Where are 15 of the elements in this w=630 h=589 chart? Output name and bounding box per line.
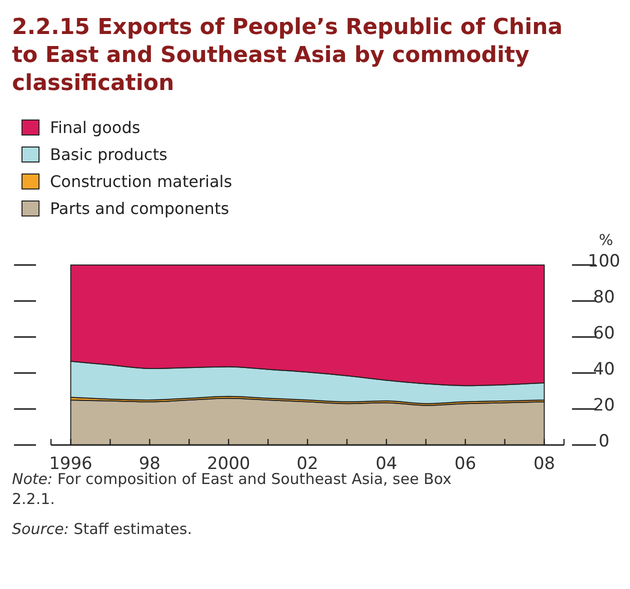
- y-tick-label: 40: [593, 360, 615, 380]
- legend-label: Parts and components: [50, 199, 230, 218]
- legend-label: Construction materials: [50, 172, 232, 191]
- source-note: Source: Staff estimates.: [12, 520, 192, 538]
- y-tick-label: 60: [593, 324, 615, 344]
- y-axis-title: %: [598, 231, 614, 249]
- legend-label: Basic products: [50, 145, 168, 164]
- y-tick-label: 100: [588, 252, 620, 272]
- y-tick-label: 80: [593, 288, 615, 308]
- y-tick-label: 0: [598, 432, 610, 452]
- legend-label: Final goods: [50, 118, 140, 137]
- x-tick-label: 08: [533, 454, 556, 474]
- x-tick-label: 06: [454, 454, 476, 474]
- chart-title: 2.2.15 Exports of People’s Republic of China to East and Southeast Asia by commodity classification: [12, 15, 563, 96]
- y-tick-label: 20: [593, 396, 615, 416]
